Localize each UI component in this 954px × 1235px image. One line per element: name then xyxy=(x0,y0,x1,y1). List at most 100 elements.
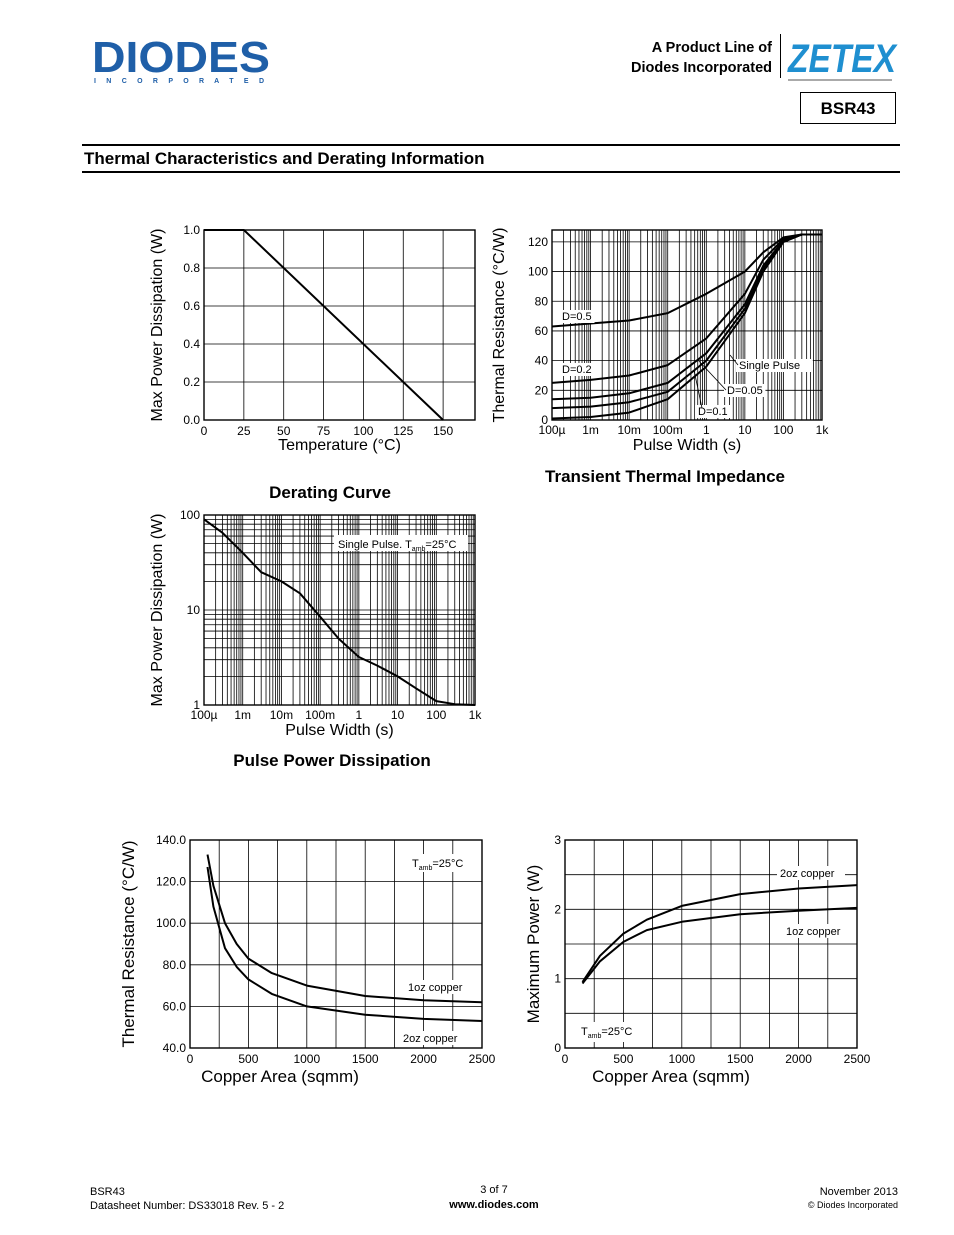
label-d-0-1-bg xyxy=(695,405,731,418)
x-tick-label: 1 xyxy=(703,423,710,437)
zetex-logo-text: ZETEX xyxy=(787,37,898,81)
x-tick-label: 1m xyxy=(582,423,599,437)
footer-datasheet: Datasheet Number: DS33018 Rev. 5 - 2 xyxy=(90,1200,285,1212)
x-tick-label: 100m xyxy=(305,708,335,722)
y-tick-label: 0 xyxy=(554,1041,561,1055)
chart-title: Pulse Power Dissipation xyxy=(233,751,430,770)
chart-title: Transient Thermal Impedance xyxy=(545,467,785,486)
header-divider xyxy=(780,34,781,78)
leader-d-0-05 xyxy=(697,359,727,391)
x-tick-label: 2000 xyxy=(410,1052,437,1066)
x-tick-label: 0 xyxy=(562,1052,569,1066)
series-line-1oz-copper xyxy=(206,854,483,1004)
y-tick-label: 0.0 xyxy=(183,413,200,427)
annotation-tamb: Tamb=25°C xyxy=(581,1026,632,1040)
x-axis-label: Copper Area (sqmm) xyxy=(592,1067,750,1086)
footer-date: November 2013 xyxy=(819,1186,898,1198)
product-line-1: A Product Line of xyxy=(651,40,772,56)
x-tick-label: 50 xyxy=(277,424,291,438)
label-d-0-05: D=0.05 xyxy=(727,385,763,397)
label-2oz-bg xyxy=(777,866,845,880)
section-rule-top xyxy=(82,144,900,146)
x-tick-label: 10m xyxy=(270,708,293,722)
x-tick-label: 100 xyxy=(426,708,446,722)
x-tick-label: 25 xyxy=(237,424,251,438)
y-axis-label: Max Power Dissipation (W) xyxy=(149,229,166,422)
y-tick-label: 20 xyxy=(535,383,549,397)
x-tick-label: 2000 xyxy=(785,1052,812,1066)
label-1oz-bg xyxy=(783,924,851,938)
label-1oz-bg xyxy=(405,980,473,994)
thermal-resistance-copper-chart: 0 500 1000 1500 2000 2500 40.0 60.0 80.0 100.0 120… xyxy=(119,833,496,1086)
x-tick-label: 1k xyxy=(816,423,830,437)
product-line-2: Diodes Incorporated xyxy=(631,60,772,76)
y-tick-label: 1 xyxy=(554,972,561,986)
y-axis-label: Thermal Resistance (°C/W) xyxy=(491,228,508,423)
x-tick-label: 1000 xyxy=(668,1052,695,1066)
x-axis-label: Temperature (°C) xyxy=(278,437,401,454)
plot-frame xyxy=(189,839,483,1049)
y-tick-label: 40 xyxy=(535,354,549,368)
annotation-bg xyxy=(408,854,472,872)
leader-d-0-1 xyxy=(693,369,703,409)
y-axis-label: Max Power Dissipation (W) xyxy=(149,514,166,707)
y-tick-label: 0.8 xyxy=(183,261,200,275)
y-tick-label: 100.0 xyxy=(156,916,186,930)
x-tick-label: 1500 xyxy=(727,1052,754,1066)
transient-impedance-chart: 100µ 1m 10m 100m 1 10 100 1k 0 20 40 60 80 100 120 Puls… xyxy=(491,228,829,486)
x-tick-label: 0 xyxy=(187,1052,194,1066)
section-rule-bottom xyxy=(82,171,900,173)
y-axis-label: Maximum Power (W) xyxy=(524,865,543,1024)
derating-curve-chart: 0 25 50 75 100 125 150 0.0 0.2 0.4 0.6 0.8 1.0 Temper… xyxy=(149,223,476,502)
x-tick-label: 10 xyxy=(738,423,752,437)
annotation-single-pulse: Single Pulse. Tamb=25°C xyxy=(338,539,456,553)
label-d-0-1: D=0.1 xyxy=(698,406,728,418)
x-tick-label: 1 xyxy=(356,708,363,722)
x-tick-label: 100µ xyxy=(191,708,218,722)
x-tick-label: 1k xyxy=(469,708,483,722)
y-tick-label: 3 xyxy=(554,833,561,847)
plot-frame xyxy=(564,839,858,1049)
footer-part: BSR43 xyxy=(90,1186,125,1198)
label-single-pulse-bg xyxy=(736,359,813,372)
y-tick-label: 0.4 xyxy=(183,337,200,351)
y-tick-label: 100 xyxy=(180,508,200,522)
label-d-0-5: D=0.5 xyxy=(562,311,592,323)
x-tick-label: 1m xyxy=(234,708,251,722)
footer-url[interactable]: www.diodes.com xyxy=(449,1199,539,1211)
maximum-power-copper-chart: 0 500 1000 1500 2000 2500 0 1 2 3 Copper Area (sqm… xyxy=(524,833,871,1086)
x-tick-label: 1500 xyxy=(352,1052,379,1066)
label-d-0-5-bg xyxy=(559,310,595,323)
annotation-bg xyxy=(577,1022,641,1042)
series-line-2oz-copper xyxy=(581,884,858,983)
y-tick-label: 80.0 xyxy=(163,958,187,972)
footer-page: 3 of 7 xyxy=(480,1184,508,1196)
annotation-tamb: Tamb=25°C xyxy=(412,858,463,872)
x-tick-label: 2500 xyxy=(469,1052,496,1066)
x-tick-label: 100 xyxy=(353,424,373,438)
zetex-logo: ZETEX xyxy=(786,32,901,86)
label-d-0-2: D=0.2 xyxy=(562,364,592,376)
series-line-0 xyxy=(203,518,476,706)
x-tick-label: 0 xyxy=(201,424,208,438)
y-tick-label: 10 xyxy=(187,603,201,617)
pulse-power-chart: 100µ 1m 10m 100m 1 10 100 1k 1 10 100 Pulse Width (… xyxy=(149,508,482,770)
y-tick-label: 0.6 xyxy=(183,299,200,313)
x-tick-label: 2500 xyxy=(844,1052,871,1066)
plot-frame xyxy=(551,229,823,421)
diodes-logo: DIODES I N C O R P O R A T E D xyxy=(92,33,277,86)
series-line-0 xyxy=(204,229,444,421)
series-line-1oz-copper xyxy=(581,906,858,985)
x-tick-label: 1000 xyxy=(293,1052,320,1066)
y-tick-label: 40.0 xyxy=(163,1041,187,1055)
x-tick-label: 100µ xyxy=(539,423,566,437)
annotation-bg xyxy=(334,535,468,551)
label-2oz-bg xyxy=(400,1031,470,1045)
y-tick-label: 80 xyxy=(535,294,549,308)
diodes-logo-text: DIODES xyxy=(92,36,270,82)
y-tick-label: 120.0 xyxy=(156,875,186,889)
x-axis-label: Pulse Width (s) xyxy=(285,722,393,739)
leader-single-pulse xyxy=(729,354,739,366)
y-tick-label: 1 xyxy=(193,698,200,712)
